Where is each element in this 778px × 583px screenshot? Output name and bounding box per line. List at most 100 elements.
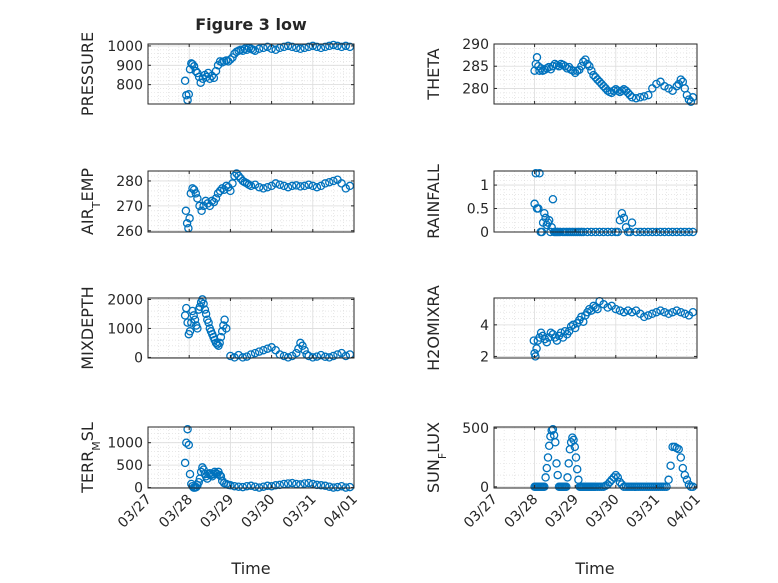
- data-point: [337, 481, 346, 491]
- data-point: [213, 189, 223, 198]
- data-point: [215, 186, 225, 196]
- data-point: [577, 312, 586, 322]
- data-point: [184, 440, 194, 450]
- data-point: [271, 179, 280, 188]
- data-point: [275, 180, 285, 189]
- x-tick-label: 03/28: [156, 492, 196, 532]
- y-tick-label: 285: [462, 59, 489, 75]
- data-point: [292, 181, 301, 190]
- data-point: [181, 206, 191, 216]
- data-point: [287, 42, 297, 52]
- data-point: [279, 351, 289, 361]
- data-point: [574, 475, 583, 485]
- data-point: [325, 41, 334, 51]
- data-point: [611, 470, 621, 480]
- y-tick-label: 0: [134, 481, 143, 497]
- data-point: [320, 42, 330, 52]
- data-point: [292, 348, 301, 358]
- data-point: [585, 61, 594, 71]
- data-point: [615, 306, 625, 315]
- data-point: [246, 181, 256, 191]
- data-point: [199, 299, 208, 309]
- data-point: [219, 321, 228, 330]
- data-point: [185, 214, 194, 223]
- y-tick-label: 500: [116, 458, 143, 474]
- data-point: [226, 186, 235, 196]
- data-point: [259, 184, 268, 193]
- data-point: [337, 348, 346, 358]
- data-point: [267, 481, 276, 491]
- x-tick-label: 03/30: [583, 492, 623, 532]
- x-tick-label: 03/29: [542, 492, 582, 532]
- data-point: [283, 182, 293, 192]
- data-point: [333, 482, 342, 492]
- data-point: [581, 55, 590, 64]
- data-point: [238, 482, 248, 492]
- data-point: [234, 171, 243, 181]
- data-point: [540, 482, 549, 492]
- data-point: [531, 169, 541, 178]
- data-point: [263, 182, 272, 192]
- data-point: [329, 176, 338, 186]
- data-point: [234, 482, 243, 491]
- data-point: [623, 306, 633, 315]
- data-point: [627, 93, 637, 102]
- chart-title: Figure 3 low: [195, 15, 307, 34]
- data-point: [543, 453, 553, 462]
- data-point: [193, 194, 202, 203]
- y-tick-label: 0: [134, 350, 143, 366]
- data-point: [613, 473, 623, 482]
- y-tick-label: 0: [480, 480, 489, 496]
- data-point: [656, 306, 665, 315]
- y-tick-label: 900: [116, 58, 143, 74]
- data-point: [325, 482, 334, 491]
- data-point: [552, 459, 561, 468]
- data-point: [226, 481, 235, 490]
- data-point: [535, 169, 544, 178]
- data-point: [254, 347, 264, 356]
- data-point: [583, 59, 592, 69]
- y-tick-label: 0.5: [467, 202, 489, 218]
- data-point: [534, 204, 543, 213]
- data-point: [664, 475, 673, 485]
- data-point: [541, 473, 550, 482]
- y-tick-label: 280: [462, 81, 489, 97]
- y-axis-label: PRESSURE: [78, 32, 97, 116]
- axes-box: [493, 43, 698, 105]
- y-tick-label: 500: [462, 421, 489, 437]
- data-point: [215, 338, 224, 348]
- data-point: [563, 473, 572, 482]
- axes-box: [493, 297, 698, 359]
- x-tick-label: 03/31: [280, 492, 320, 532]
- data-point: [189, 311, 198, 320]
- data-point: [579, 57, 588, 67]
- data-point: [211, 66, 221, 76]
- data-point: [609, 473, 619, 482]
- data-point: [193, 68, 202, 78]
- data-point: [200, 305, 210, 314]
- data-point: [246, 481, 256, 491]
- y-tick-label: 270: [116, 199, 143, 215]
- data-point: [570, 442, 580, 452]
- y-tick-label: 1000: [107, 436, 143, 452]
- data-point: [190, 315, 200, 324]
- data-point: [548, 194, 558, 204]
- data-point: [316, 481, 326, 490]
- data-point: [550, 59, 560, 69]
- y-tick-label: 0: [480, 225, 489, 241]
- data-point: [296, 44, 305, 54]
- data-point: [300, 181, 309, 191]
- data-point: [238, 353, 248, 362]
- data-point: [611, 304, 621, 314]
- y-axis-label: THETA: [424, 48, 443, 100]
- y-axis-label: H2OMIXRA: [424, 285, 443, 371]
- data-point: [660, 307, 669, 317]
- data-point: [226, 55, 235, 64]
- x-tick-label: 03/28: [502, 492, 542, 532]
- y-tick-label: 260: [116, 224, 143, 240]
- data-point: [337, 179, 346, 188]
- data-point: [571, 453, 581, 462]
- y-tick-label: 290: [462, 37, 489, 53]
- data-point: [195, 201, 204, 211]
- data-point: [182, 219, 192, 228]
